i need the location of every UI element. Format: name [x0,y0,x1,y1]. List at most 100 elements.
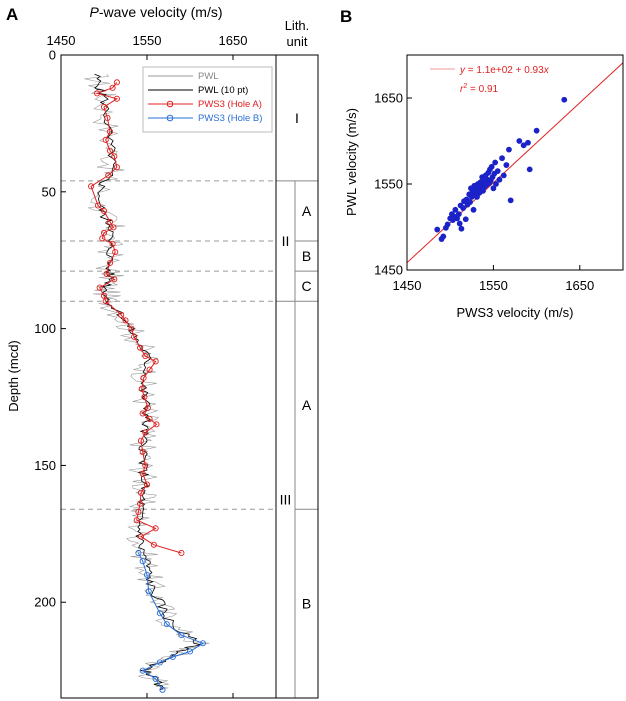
scatter-point-59 [516,138,523,144]
scatter-point-48 [490,185,497,192]
scatter-point-11 [455,211,462,218]
lith-subunit-label-1-1: B [302,248,311,264]
lith-subunit-label-2-1: B [302,596,311,612]
series-hole-a-point-34 [146,366,153,373]
scatter-point-54 [499,155,505,162]
series-hole-a-point-24 [96,284,103,291]
series-hole-b-point-6 [178,632,185,639]
series-hole-a-point-18 [99,235,106,242]
scatter-point-15 [460,205,467,211]
scatter-point-51 [493,181,499,187]
legend-label-pwl: PWL [198,71,219,82]
scatter-point-0 [434,226,441,233]
b-xtick-label-2: 1650 [565,278,594,293]
series-hole-a-point-26 [102,298,109,305]
series-hole-a-point-46 [139,470,146,477]
scatter-point-58 [507,197,514,204]
series-hole-a-point-41 [153,421,160,428]
panel-b-letter: B [340,7,352,26]
series-hole-a-point-21 [106,259,114,266]
scatter-point-25 [470,206,477,213]
lith-subunit-label-1-2: C [301,278,311,294]
series-hole-b-point-7 [199,640,206,647]
series-pwl-line [84,74,210,691]
series-hole-a-point-54 [150,541,157,548]
series-hole-a-point-49 [137,500,144,507]
series-hole-a-point-15 [106,218,114,225]
scatter-point-29 [474,194,480,200]
series-hole-a-point-22 [103,270,110,277]
scatter-point-63 [533,127,540,134]
series-hole-a-point-35 [140,374,147,381]
scatter-point-50 [492,159,499,166]
lith-subunit-label-1-0: A [302,203,312,219]
series-hole-a-point-10 [113,164,120,171]
series-hole-a-point-43 [137,437,145,444]
series-hole-a-point-12 [88,183,95,190]
series-hole-b-point-5 [163,621,170,628]
series-hole-a-point-3 [113,95,120,102]
series-hole-a-point-47 [143,481,151,488]
panel-b-fit-line [406,62,624,264]
series-hole-a-point-55 [178,549,185,557]
series-hole-a-point-2 [94,90,101,97]
series-hole-b-point-11 [139,667,146,674]
series-pwl10-line [94,73,201,691]
scatter-point-4 [444,221,451,228]
a-ytick-label-2: 100 [34,321,56,336]
scatter-point-21 [467,199,473,205]
scatter-point-17 [462,216,469,223]
b-ytick-label-2: 1650 [374,91,403,106]
legend-entry-pwl10: PWL (10 pt) [148,85,248,96]
series-hole-a-point-16 [110,224,117,231]
lith-subunit-label-2-0: A [302,397,312,413]
panel-b-y-ticks: 1450 1550 1650 [374,91,412,278]
panel-a-frame [60,54,277,699]
series-hole-a-point-38 [144,404,151,412]
series-hole-b-point-13 [159,686,166,693]
r2-text: r2 = 0.91 [460,83,499,95]
panel-a-y-ticks: 0 50 100 150 200 [34,48,66,610]
legend-label-hole-b: PWS3 (Hole B) [198,113,262,124]
series-hole-a-point-19 [109,240,116,247]
a-ytick-label-0: 0 [49,48,56,63]
series-hole-b-point-1 [139,558,146,565]
legend-entry-pwl: PWL [148,71,219,82]
series-hole-a-point-20 [112,248,119,256]
series-hole-a-point-42 [142,429,149,436]
panel-b-ylabel: PWL velocity (m/s) [344,108,359,216]
legend-label-hole-a: PWS3 (Hole A) [198,99,262,110]
legend-box [142,66,273,133]
a-ytick-label-3: 150 [34,458,56,473]
panel-a-legend: PWL PWL (10 pt) PWS3 (Hole A) PWS3 (Hole… [142,66,273,133]
panel-b-x-ticks: 1450 1550 1650 [393,265,594,293]
scatter-point-64 [561,96,568,103]
panel-b-frame [406,54,624,271]
series-hole-b-point-2 [143,571,151,578]
panel-a-xlabel-rest: -wave velocity (m/s) [99,4,223,20]
series-hole-a-point-36 [138,385,145,392]
series-hole-a-point-23 [111,276,118,283]
series-hole-a-point-29 [128,325,135,332]
series-hole-a-point-52 [152,525,159,532]
panel-b-equation: y = 1.1e+02 + 0.93x r2 = 0.91 [430,65,550,95]
panel-a-letter: A [6,5,18,24]
scatter-point-53 [496,176,503,183]
series-hole-b-point-9 [169,653,176,661]
panel-a-xlabel-italic: P [89,4,99,20]
series-hole-a-point-53 [137,533,145,540]
scatter-point-57 [506,146,512,153]
series-hole-b-point-3 [145,588,152,595]
series-hole-a-point-7 [102,136,109,143]
series-hole-a-point-13 [94,202,102,209]
panel-b-xlabel: PWS3 velocity (m/s) [456,305,573,320]
scatter-point-62 [526,166,533,173]
series-hole-a-point-37 [141,393,148,401]
series-hole-a-point-39 [139,410,146,417]
lith-header-line1: Lith. [285,18,310,33]
series-hole-a-point-17 [100,229,108,236]
lith-unit-label-0: I [295,110,299,126]
series-hole-a-point-11 [105,172,112,179]
